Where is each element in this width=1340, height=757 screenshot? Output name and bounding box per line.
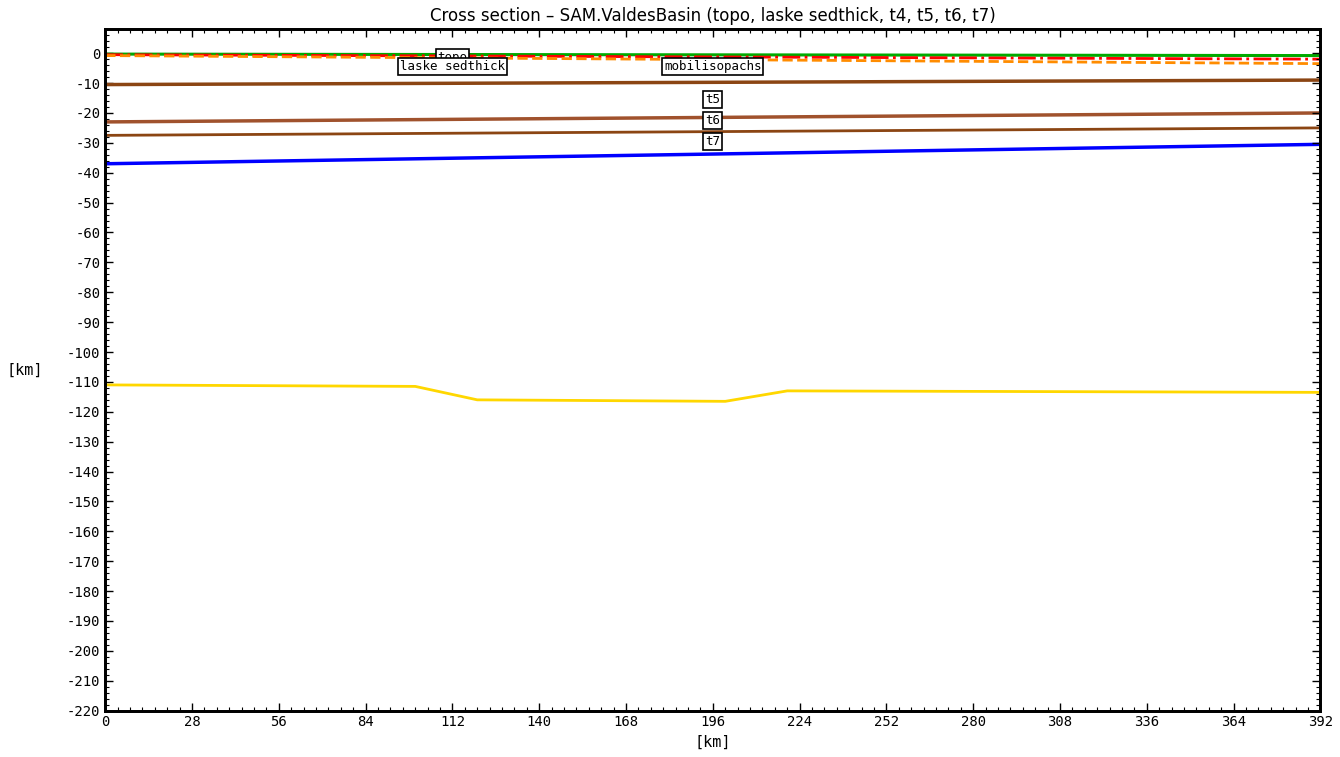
- Title: Cross section – SAM.ValdesBasin (topo, laske sedthick, t4, t5, t6, t7): Cross section – SAM.ValdesBasin (topo, l…: [430, 7, 996, 25]
- Text: laske sedthick: laske sedthick: [399, 60, 505, 73]
- Text: t7: t7: [705, 135, 721, 148]
- Y-axis label: [km]: [km]: [7, 363, 43, 378]
- Text: t5: t5: [705, 93, 721, 106]
- X-axis label: [km]: [km]: [694, 735, 732, 750]
- Text: t6: t6: [705, 114, 721, 127]
- Text: mobilisopachs: mobilisopachs: [665, 60, 761, 73]
- Text: topo: topo: [437, 51, 468, 64]
